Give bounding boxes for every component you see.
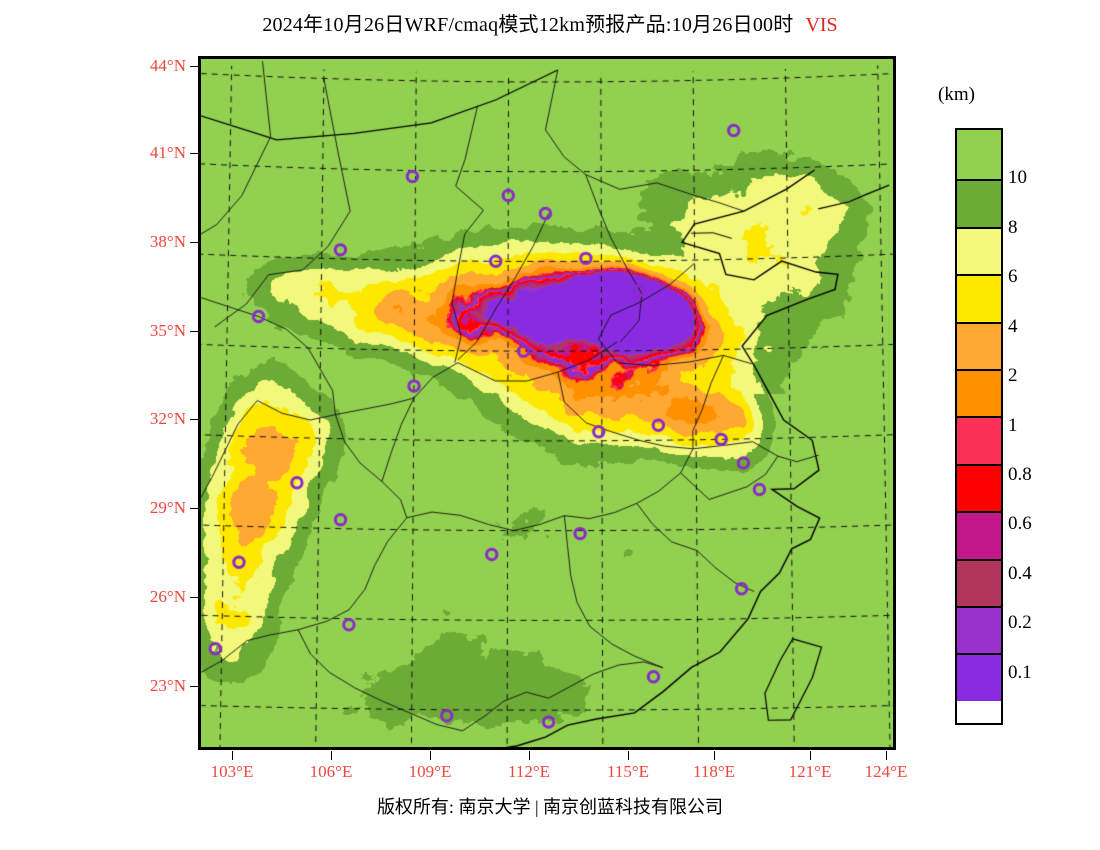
lon-label-106E: 106°E: [309, 762, 353, 781]
lat-tick: [190, 153, 199, 154]
lon-tick: [232, 751, 233, 760]
lat-tick: [190, 419, 199, 420]
lon-tick: [714, 751, 715, 760]
lat-tick: [190, 686, 199, 687]
colorbar-segment-5: [957, 369, 1001, 417]
colorbar-segment-1: [957, 179, 1001, 227]
colorbar-segment-6: [957, 416, 1001, 464]
colorbar-segment-10: [957, 606, 1001, 654]
lon-tick: [628, 751, 629, 760]
colorbar-tick-6: 6: [1008, 266, 1018, 288]
colorbar-segment-3: [957, 274, 1001, 322]
colorbar-tick-0p1: 0.1: [1008, 661, 1032, 683]
lon-tick: [810, 751, 811, 760]
lat-label-29N: 29°N: [149, 498, 186, 517]
lon-label-109E: 109°E: [408, 762, 452, 781]
colorbar-unit-label: (km): [938, 84, 975, 105]
lon-tick: [886, 751, 887, 760]
lon-label-118E: 118°E: [692, 762, 736, 781]
lon-label-124E: 124°E: [864, 762, 908, 781]
colorbar-segment-7: [957, 463, 1001, 512]
colorbar-tick-0p2: 0.2: [1008, 612, 1032, 634]
lat-label-26N: 26°N: [149, 587, 186, 606]
lon-label-103E: 103°E: [210, 762, 254, 781]
colorbar-tick-4: 4: [1008, 315, 1018, 337]
lon-tick: [529, 751, 530, 760]
title-variable-label: VIS: [805, 14, 838, 36]
lat-label-32N: 32°N: [149, 409, 186, 428]
colorbar-tick-0p6: 0.6: [1008, 513, 1032, 535]
colorbar-tick-2: 2: [1008, 365, 1018, 387]
colorbar-tick-8: 8: [1008, 216, 1018, 238]
page-title: 2024年10月26日WRF/cmaq模式12km预报产品:10月26日00时 V…: [0, 8, 1100, 37]
lat-label-35N: 35°N: [149, 321, 186, 340]
lon-label-121E: 121°E: [788, 762, 832, 781]
lat-label-44N: 44°N: [149, 56, 186, 75]
lat-label-23N: 23°N: [149, 676, 186, 695]
lat-tick: [190, 508, 199, 509]
lon-label-112E: 112°E: [507, 762, 551, 781]
colorbar-tick-0p8: 0.8: [1008, 463, 1032, 485]
title-main-text: 2024年10月26日WRF/cmaq模式12km预报产品:10月26日00时: [262, 14, 794, 36]
lat-label-38N: 38°N: [149, 232, 186, 251]
colorbar[interactable]: [955, 128, 1003, 725]
forecast-map[interactable]: [198, 56, 896, 750]
colorbar-segment-0: [957, 130, 1001, 180]
lon-label-115E: 115°E: [606, 762, 650, 781]
copyright-footer: 版权所有: 南京大学 | 南京创蓝科技有限公司: [376, 797, 724, 817]
colorbar-segment-9: [957, 558, 1001, 607]
colorbar-tick-10: 10: [1008, 167, 1027, 189]
lat-tick: [190, 66, 199, 67]
colorbar-tick-1: 1: [1008, 414, 1018, 436]
lat-tick: [190, 597, 199, 598]
colorbar-segment-8: [957, 511, 1001, 559]
lat-tick: [190, 242, 199, 243]
colorbar-segment-11: [957, 653, 1001, 701]
visibility-field-canvas: [201, 59, 893, 747]
colorbar-segment-4: [957, 321, 1001, 370]
lon-tick: [430, 751, 431, 760]
lon-tick: [331, 751, 332, 760]
lat-tick: [190, 331, 199, 332]
colorbar-tick-0p4: 0.4: [1008, 562, 1032, 584]
lat-label-41N: 41°N: [149, 143, 186, 162]
colorbar-segment-2: [957, 226, 1001, 275]
